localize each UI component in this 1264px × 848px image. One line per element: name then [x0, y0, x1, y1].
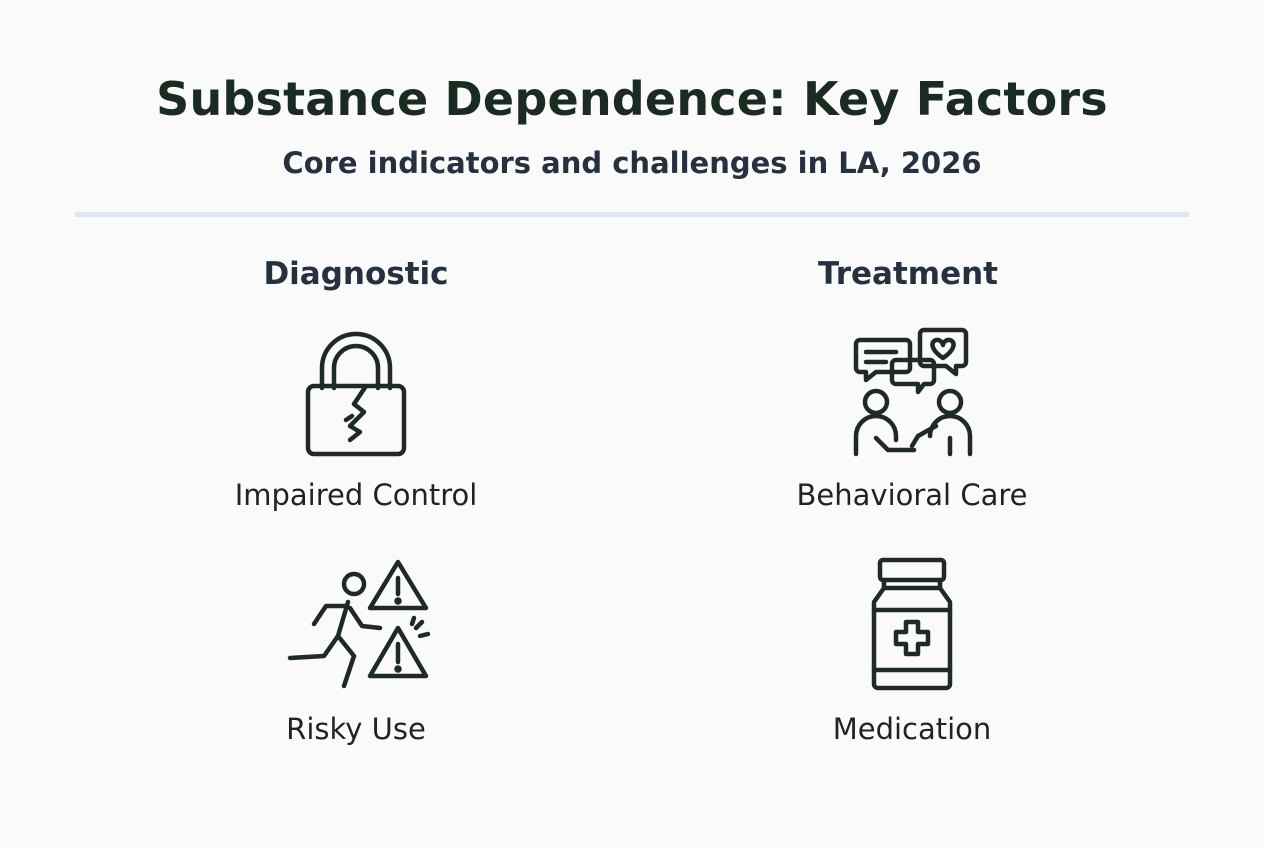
header-divider — [75, 212, 1189, 217]
column-heading-treatment: Treatment — [817, 256, 998, 292]
counseling-conversation-icon — [853, 327, 973, 457]
running-person-warning-icon — [287, 559, 431, 689]
medicine-bottle-icon — [871, 557, 953, 691]
item-label-medication: Medication — [832, 712, 992, 746]
broken-padlock-icon — [305, 331, 407, 457]
item-label-risky-use: Risky Use — [286, 712, 426, 746]
item-label-behavioral-care: Behavioral Care — [796, 478, 1028, 512]
page-title: Substance Dependence: Key Factors — [156, 72, 1108, 126]
item-label-impaired-control: Impaired Control — [234, 478, 478, 512]
column-heading-diagnostic: Diagnostic — [263, 256, 449, 292]
page-subtitle: Core indicators and challenges in LA, 20… — [282, 146, 982, 180]
